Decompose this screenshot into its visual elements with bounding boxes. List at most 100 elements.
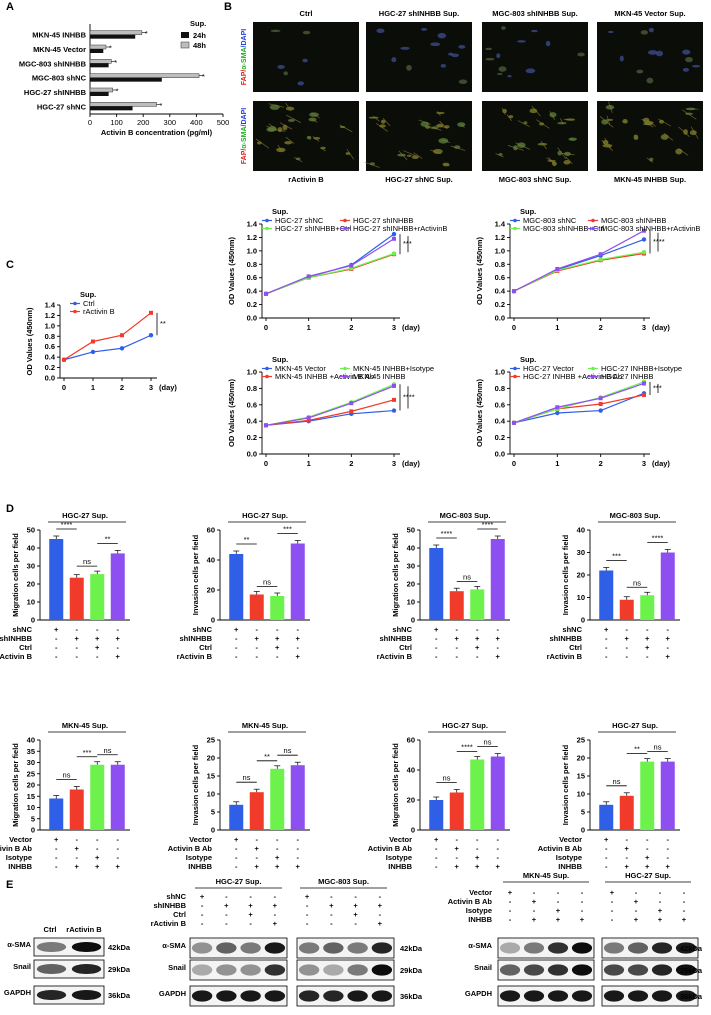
d-row-mark: +	[645, 643, 650, 652]
e2-band	[216, 990, 237, 1002]
e3-row-mark: -	[581, 906, 584, 915]
b-cell-mark	[302, 58, 308, 63]
d-sig-label: ****	[652, 534, 664, 543]
d-row-mark: -	[297, 853, 300, 862]
d-bar	[470, 759, 485, 830]
d-y-tick-label: 0	[31, 616, 35, 625]
b-fiber-mark	[430, 149, 442, 155]
d-row-mark: -	[667, 625, 670, 634]
c-legend-marker	[343, 226, 347, 231]
c-y-tick-label: 0.0	[45, 374, 55, 383]
b-cell-mark	[683, 129, 688, 135]
e3-row-mark: -	[659, 888, 662, 897]
e2-row-mark: -	[274, 892, 277, 901]
b-stain-sma: α-SMA	[241, 47, 248, 69]
d-row-mark: -	[117, 643, 120, 652]
b-fiber-mark	[285, 102, 292, 112]
d-row-label: Activin B Ab	[368, 844, 413, 853]
e3-band	[571, 990, 593, 1002]
c-x-tick-label: 3	[149, 383, 153, 392]
d-row-label: shINHBB	[549, 634, 582, 643]
c-y-tick-label: 1.0	[45, 321, 55, 330]
d-y-tick-label: 5	[581, 808, 585, 817]
e3-frame	[601, 985, 699, 1007]
d-row-mark: -	[76, 625, 79, 634]
d-row-label: shNC	[12, 625, 32, 634]
b-cell-mark	[437, 32, 447, 39]
b-cell-mark	[682, 49, 691, 55]
d-sig-label: **	[105, 534, 111, 543]
c-series-line	[513, 252, 645, 292]
e3-kda-label: 42kDa	[680, 944, 703, 953]
e3-kda-label: 29kDa	[680, 966, 703, 975]
b-fiber-mark	[373, 115, 380, 122]
e2-band	[191, 942, 213, 954]
d-row-mark: -	[276, 652, 279, 661]
e2-band	[323, 964, 344, 976]
c-point	[91, 339, 95, 344]
c-legend-marker	[591, 226, 595, 231]
c-x-unit: (day)	[402, 323, 420, 332]
a-category-label: MGC-803 shNC	[32, 74, 87, 83]
b-cell-mark	[297, 81, 305, 86]
b-fiber-mark	[450, 145, 466, 151]
b-micrograph	[366, 101, 472, 171]
d-row-label: rActivin B	[377, 652, 413, 661]
c-y-tick-label: 0.2	[495, 433, 505, 442]
b-cell-mark	[682, 67, 690, 72]
d-row-label: INHBB	[558, 862, 582, 871]
d-bar	[249, 594, 264, 620]
c-legend-label: MKN-45 INHBB	[353, 372, 406, 381]
e2-band	[298, 942, 320, 954]
c-series-line	[265, 233, 395, 295]
e2-kda-label: 29kDa	[400, 966, 423, 975]
d-y-label: Migration cells per field	[391, 533, 400, 617]
b-cell-mark	[640, 30, 649, 35]
d-row-mark: -	[646, 625, 649, 634]
d-row-mark: -	[456, 835, 459, 844]
c-y-tick-label: 0.4	[495, 417, 506, 426]
c-y-label: OD Values (450nm)	[475, 237, 484, 305]
a-x-tick-label: 100	[110, 118, 123, 127]
d-row-mark: +	[275, 862, 280, 871]
c-point	[512, 420, 516, 425]
b-cell-mark	[601, 119, 609, 125]
b-stain-sma: α-SMA	[241, 126, 248, 148]
b-cell-mark	[647, 50, 658, 55]
d-y-label: Invasion cells per field	[191, 744, 200, 825]
d-sig-label: ns	[284, 746, 292, 755]
d-row-mark: +	[475, 634, 480, 643]
b-cell-mark	[453, 145, 461, 149]
d-sig-label: **	[634, 745, 640, 754]
e3-row-mark: +	[532, 897, 537, 906]
d-row-mark: +	[625, 844, 630, 853]
d-row-mark: -	[55, 853, 58, 862]
e2-row-mark: +	[248, 910, 253, 919]
b-stain-dapi: /DAPI	[241, 108, 248, 127]
e2-row-mark: -	[225, 910, 228, 919]
c-legend-marker	[591, 218, 595, 223]
e1-protein-label: Snail	[13, 962, 31, 971]
e1-kda-label: 42kDa	[108, 943, 131, 952]
d-y-tick-label: 40	[407, 544, 415, 553]
b-fiber-mark	[599, 116, 614, 128]
e2-band	[298, 964, 320, 976]
e2-band	[371, 990, 393, 1002]
b-cell-mark	[380, 119, 386, 124]
d-row-label: rActivin B	[547, 652, 583, 661]
d-y-tick-label: 25	[207, 736, 215, 745]
d-bar	[270, 596, 285, 620]
d-row-mark: -	[476, 844, 479, 853]
b-cell-mark	[605, 105, 615, 110]
d-row-mark: -	[626, 643, 629, 652]
c-legend-marker	[513, 374, 517, 379]
b-cell-mark	[485, 57, 495, 61]
e2-row-mark: -	[354, 892, 357, 901]
c-legend-label: rActivin B	[83, 307, 115, 316]
e3-band	[499, 964, 521, 976]
b-fiber-mark	[339, 124, 353, 133]
e3-row-mark: -	[509, 906, 512, 915]
e3-row-mark: -	[683, 888, 686, 897]
c-sig-mark: ****	[403, 392, 415, 401]
